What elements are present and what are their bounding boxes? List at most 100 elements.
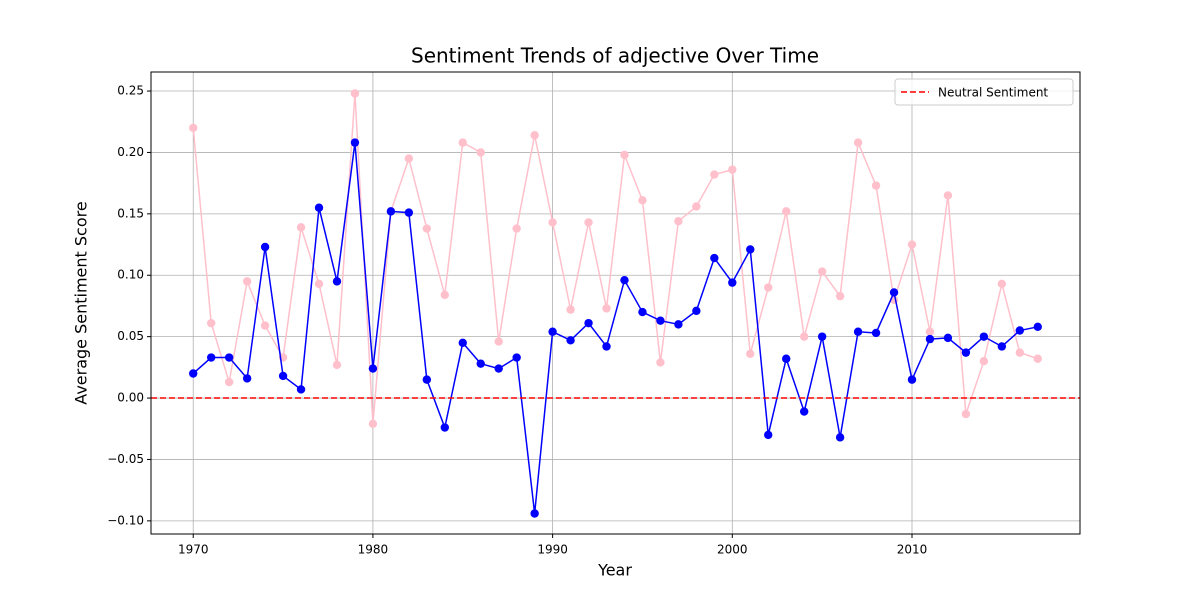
data-point xyxy=(889,288,899,297)
series-line xyxy=(192,142,1038,514)
data-point xyxy=(674,217,683,226)
data-point xyxy=(440,290,449,300)
data-point xyxy=(853,138,863,147)
data-point xyxy=(1033,354,1042,363)
y-tick-label: 0.10 xyxy=(117,268,144,282)
data-point xyxy=(871,181,881,190)
data-point xyxy=(799,407,809,416)
data-point xyxy=(1033,322,1042,332)
x-tick-label: 2010 xyxy=(897,543,928,557)
data-point xyxy=(925,327,935,336)
data-point xyxy=(440,423,449,432)
y-tick-label: 0.00 xyxy=(117,391,144,405)
data-point xyxy=(979,332,989,341)
data-point xyxy=(314,279,324,289)
data-point xyxy=(584,318,593,328)
data-point xyxy=(997,279,1007,289)
chart-title: Sentiment Trends of adjective Over Time xyxy=(411,44,819,68)
data-point xyxy=(530,509,539,518)
data-point xyxy=(206,353,216,362)
data-point xyxy=(638,196,647,205)
data-point xyxy=(746,349,755,359)
data-point xyxy=(350,89,360,98)
plot-frame xyxy=(150,71,1081,535)
data-point xyxy=(674,320,683,329)
data-point xyxy=(386,207,396,216)
data-point xyxy=(943,333,953,343)
data-point xyxy=(835,433,845,442)
legend: Neutral Sentiment xyxy=(894,78,1074,106)
data-point xyxy=(566,336,575,345)
data-point xyxy=(368,419,378,429)
legend-label: Neutral Sentiment xyxy=(938,86,1048,100)
data-point xyxy=(620,150,629,160)
data-point xyxy=(656,316,665,325)
data-point xyxy=(817,332,827,341)
y-tick-label: 0.05 xyxy=(117,329,144,343)
y-tick-label: −0.10 xyxy=(107,513,144,527)
data-point xyxy=(260,242,270,252)
data-point xyxy=(332,277,342,286)
data-point xyxy=(458,138,467,147)
data-point xyxy=(314,203,324,212)
data-point xyxy=(530,131,539,140)
data-point xyxy=(512,224,521,233)
data-point xyxy=(476,148,485,157)
x-tick-label: 1980 xyxy=(358,543,389,557)
data-point xyxy=(548,218,557,227)
data-point xyxy=(278,371,288,381)
data-point xyxy=(692,306,701,316)
data-point xyxy=(835,291,845,301)
data-point xyxy=(242,277,252,286)
data-point xyxy=(764,430,773,440)
legend-box xyxy=(894,78,1074,106)
data-point xyxy=(602,304,611,313)
data-point xyxy=(943,191,953,200)
data-point xyxy=(260,321,270,330)
data-point xyxy=(404,154,414,163)
x-axis-label: Year xyxy=(597,561,632,580)
data-point xyxy=(206,318,216,328)
data-point xyxy=(907,375,917,384)
data-point xyxy=(853,327,863,336)
data-point xyxy=(710,170,719,179)
data-point xyxy=(620,275,629,285)
data-point xyxy=(458,338,467,347)
data-point xyxy=(189,123,198,133)
y-tick-label: 0.15 xyxy=(117,206,144,220)
data-point xyxy=(871,328,881,338)
data-point xyxy=(332,360,342,370)
data-point xyxy=(189,369,198,378)
x-tick-label: 2000 xyxy=(717,543,748,557)
data-point xyxy=(782,207,791,216)
data-point xyxy=(656,358,665,367)
data-point xyxy=(602,342,611,351)
data-point xyxy=(782,354,791,363)
data-point xyxy=(746,245,755,254)
data-point xyxy=(512,353,521,362)
data-point xyxy=(728,278,737,287)
data-point xyxy=(710,253,719,263)
data-point xyxy=(368,364,378,373)
data-point xyxy=(961,348,971,357)
data-point xyxy=(961,409,971,419)
data-point xyxy=(422,375,432,384)
data-point xyxy=(799,332,809,341)
y-axis-label: Average Sentiment Score xyxy=(72,201,91,404)
data-point xyxy=(817,267,827,276)
data-point xyxy=(296,385,306,394)
data-point xyxy=(476,359,485,368)
data-point xyxy=(494,364,503,373)
data-point xyxy=(692,202,701,211)
data-point xyxy=(1015,326,1025,335)
x-tick-label: 1990 xyxy=(537,543,568,557)
y-tick-label: 0.20 xyxy=(117,145,144,159)
data-point xyxy=(404,208,414,217)
data-point xyxy=(494,337,503,346)
y-tick-label: −0.05 xyxy=(107,452,144,466)
data-point xyxy=(925,334,935,344)
data-point xyxy=(224,377,234,387)
data-point xyxy=(728,165,737,174)
data-point xyxy=(242,374,252,383)
